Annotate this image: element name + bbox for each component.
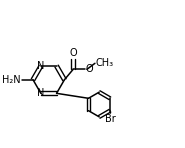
Text: N: N — [37, 88, 45, 98]
Text: O: O — [69, 48, 77, 58]
Text: O: O — [86, 65, 93, 74]
Text: Br: Br — [105, 114, 116, 124]
Text: H₂N: H₂N — [2, 75, 20, 85]
Text: N: N — [37, 61, 45, 71]
Text: CH₃: CH₃ — [95, 58, 113, 68]
